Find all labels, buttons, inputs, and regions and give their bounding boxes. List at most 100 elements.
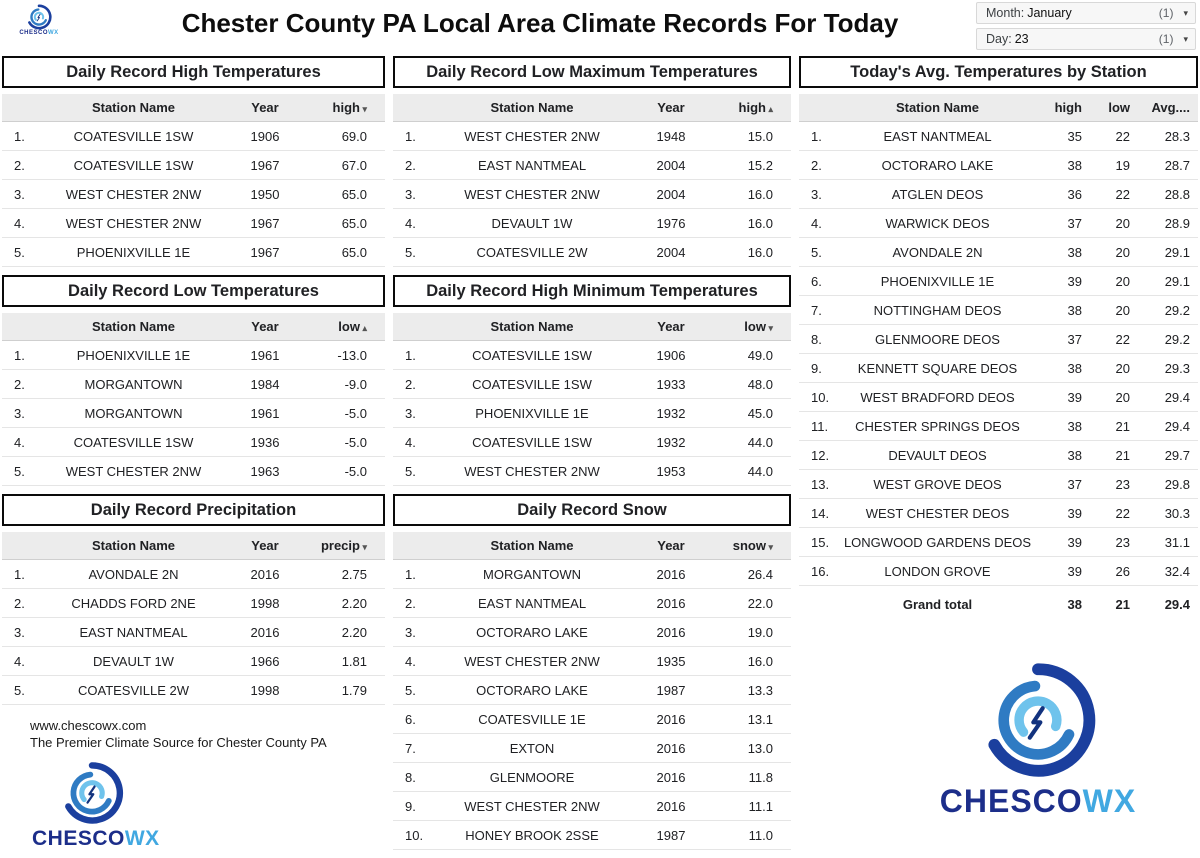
precip-card: Daily Record Precipitation Station Name Y… bbox=[2, 494, 385, 705]
row-number: 4. bbox=[799, 208, 835, 238]
cell: WEST BRADFORD DEOS bbox=[835, 382, 1040, 412]
month-filter-dropdown[interactable]: Month: January (1) ▾ bbox=[976, 2, 1196, 24]
cell: 29.2 bbox=[1140, 324, 1198, 354]
cell: 28.8 bbox=[1140, 179, 1198, 209]
row-number-header bbox=[799, 94, 835, 122]
cell: 1935 bbox=[635, 646, 707, 676]
column-header-snow[interactable]: snow ▾ bbox=[707, 532, 791, 560]
cell: 13.1 bbox=[707, 704, 791, 734]
table-title: Daily Record Low Temperatures bbox=[2, 275, 385, 307]
cell: EXTON bbox=[429, 733, 635, 763]
table-row: 2. OCTORARO LAKE 38 19 28.7 bbox=[799, 150, 1198, 180]
cell: 16.0 bbox=[707, 208, 791, 238]
page-title: Chester County PA Local Area Climate Rec… bbox=[181, 8, 899, 38]
table-row: 1. PHOENIXVILLE 1E 1961 -13.0 bbox=[2, 340, 385, 370]
column-header-low[interactable]: low bbox=[1092, 94, 1140, 122]
cell: 2016 bbox=[229, 617, 301, 647]
column-header-stationname[interactable]: Station Name bbox=[38, 532, 229, 560]
column-header-stationname[interactable]: Station Name bbox=[38, 94, 229, 122]
row-number: 9. bbox=[393, 791, 429, 821]
column-header-stationname[interactable]: Station Name bbox=[429, 94, 635, 122]
cell: 29.8 bbox=[1140, 469, 1198, 499]
day-filter-dropdown[interactable]: Day: 23 (1) ▾ bbox=[976, 28, 1196, 50]
record-low-max-table: Station Name Year high ▴ 1. WEST CHESTER 2NW… bbox=[393, 94, 791, 267]
row-number: 15. bbox=[799, 527, 835, 557]
row-number: 3. bbox=[2, 179, 38, 209]
cell: COATESVILLE 1E bbox=[429, 704, 635, 734]
cell: 1976 bbox=[635, 208, 707, 238]
cell: DEVAULT 1W bbox=[38, 646, 229, 676]
column-header-high[interactable]: high ▴ bbox=[707, 94, 791, 122]
cell: 69.0 bbox=[301, 121, 385, 151]
column-header-high[interactable]: high bbox=[1040, 94, 1092, 122]
column-header-stationname[interactable]: Station Name bbox=[429, 313, 635, 341]
chevron-down-icon: ▾ bbox=[1183, 33, 1188, 44]
cell: EAST NANTMEAL bbox=[835, 121, 1040, 151]
column-header-stationname[interactable]: Station Name bbox=[38, 313, 229, 341]
cell: 2016 bbox=[635, 617, 707, 647]
cell: -13.0 bbox=[301, 340, 385, 370]
cell: 65.0 bbox=[301, 179, 385, 209]
table-row: 5. PHOENIXVILLE 1E 1967 65.0 bbox=[2, 237, 385, 267]
table-row: 13. WEST GROVE DEOS 37 23 29.8 bbox=[799, 469, 1198, 499]
table-row: 7. NOTTINGHAM DEOS 38 20 29.2 bbox=[799, 295, 1198, 325]
cell: DEVAULT 1W bbox=[429, 208, 635, 238]
filter-meta: (1) ▾ bbox=[1159, 6, 1188, 20]
row-number: 3. bbox=[393, 617, 429, 647]
row-number: 4. bbox=[2, 427, 38, 457]
column-header-year[interactable]: Year bbox=[635, 532, 707, 560]
cell: AVONDALE 2N bbox=[38, 559, 229, 589]
cell: 32.4 bbox=[1140, 556, 1198, 586]
table-row: 3. MORGANTOWN 1961 -5.0 bbox=[2, 398, 385, 428]
cell: 20 bbox=[1092, 208, 1140, 238]
header-row: Station Name Year low ▴ bbox=[2, 313, 385, 341]
column-header-stationname[interactable]: Station Name bbox=[835, 94, 1040, 122]
row-number: 13. bbox=[799, 469, 835, 499]
table-row: 2. EAST NANTMEAL 2004 15.2 bbox=[393, 150, 791, 180]
column-header-avg[interactable]: Avg.... bbox=[1140, 94, 1198, 122]
grand-total-value: 29.4 bbox=[1164, 597, 1190, 612]
record-low-max-card: Daily Record Low Maximum Temperatures St… bbox=[393, 56, 791, 267]
row-number: 5. bbox=[393, 675, 429, 705]
cell: 1998 bbox=[229, 675, 301, 705]
cell: MORGANTOWN bbox=[429, 559, 635, 589]
cell: COATESVILLE 2W bbox=[38, 675, 229, 705]
grand-total-label: Grand total bbox=[902, 597, 973, 612]
sort-desc-icon: ▾ bbox=[765, 542, 773, 552]
column-header-year[interactable]: Year bbox=[229, 532, 301, 560]
cell: 1998 bbox=[229, 588, 301, 618]
filter-text: Month: January bbox=[986, 6, 1072, 20]
row-number: 16. bbox=[799, 556, 835, 586]
cell: 38 bbox=[1040, 440, 1092, 470]
column-header-precip[interactable]: precip ▾ bbox=[301, 532, 385, 560]
cell: 36 bbox=[1040, 179, 1092, 209]
table-row: 6. COATESVILLE 1E 2016 13.1 bbox=[393, 704, 791, 734]
table-row: 4. WARWICK DEOS 37 20 28.9 bbox=[799, 208, 1198, 238]
cell: 2016 bbox=[635, 559, 707, 589]
cell: NOTTINGHAM DEOS bbox=[835, 295, 1040, 325]
column-header-low[interactable]: low ▾ bbox=[707, 313, 791, 341]
cell: COATESVILLE 1SW bbox=[429, 369, 635, 399]
cell: 65.0 bbox=[301, 208, 385, 238]
sort-desc-icon: ▾ bbox=[765, 323, 773, 333]
cell: 19.0 bbox=[707, 617, 791, 647]
row-number: 2. bbox=[393, 369, 429, 399]
filter-text: Day: 23 bbox=[986, 32, 1029, 46]
table-row: 2. EAST NANTMEAL 2016 22.0 bbox=[393, 588, 791, 618]
cell: 1987 bbox=[635, 820, 707, 850]
column-header-high[interactable]: high ▾ bbox=[301, 94, 385, 122]
cell: 29.4 bbox=[1140, 411, 1198, 441]
cell: DEVAULT DEOS bbox=[835, 440, 1040, 470]
sort-asc-icon: ▴ bbox=[359, 323, 367, 333]
cell: 1966 bbox=[229, 646, 301, 676]
row-number: 8. bbox=[799, 324, 835, 354]
column-header-stationname[interactable]: Station Name bbox=[429, 532, 635, 560]
column-header-year[interactable]: Year bbox=[229, 94, 301, 122]
filter-value: 23 bbox=[1014, 32, 1029, 46]
column-header-year[interactable]: Year bbox=[229, 313, 301, 341]
table-row: 5. WEST CHESTER 2NW 1953 44.0 bbox=[393, 456, 791, 486]
column-header-low[interactable]: low ▴ bbox=[301, 313, 385, 341]
column-header-year[interactable]: Year bbox=[635, 313, 707, 341]
column-header-year[interactable]: Year bbox=[635, 94, 707, 122]
